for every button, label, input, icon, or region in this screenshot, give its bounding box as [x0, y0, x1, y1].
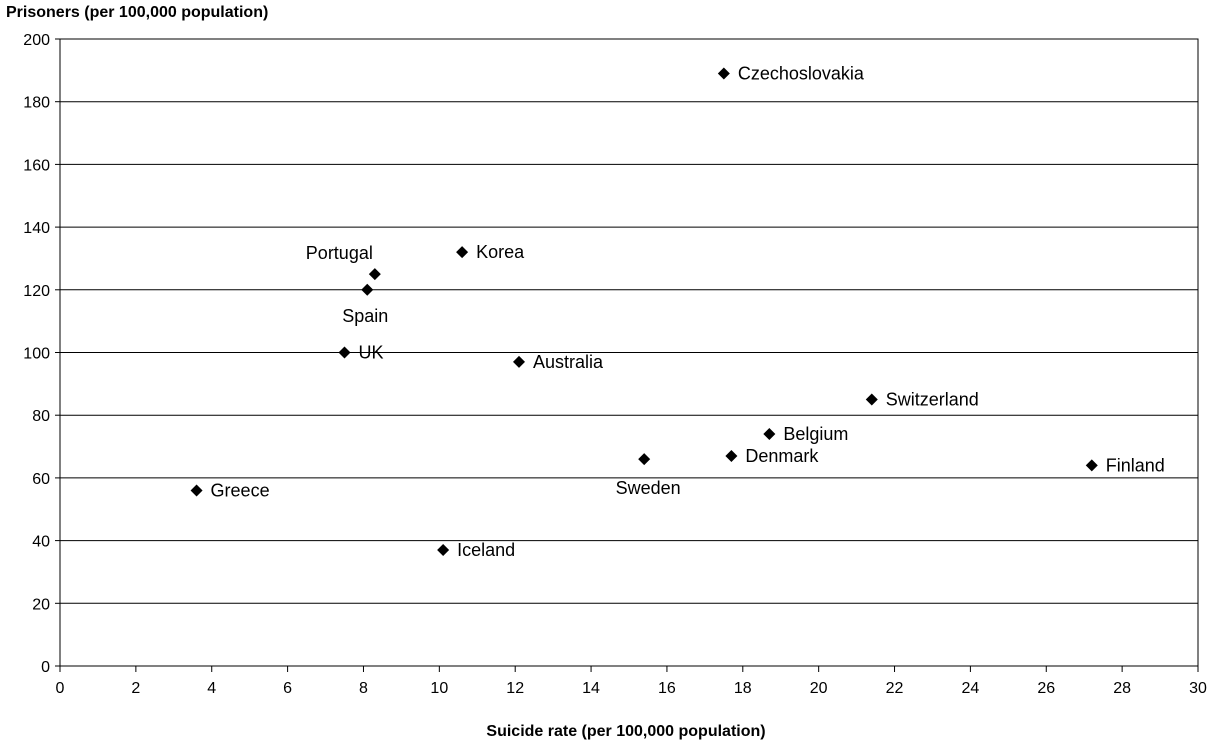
data-point-marker: [456, 246, 469, 259]
x-tick-label: 14: [582, 680, 600, 697]
y-axis-title: Prisoners (per 100,000 population): [6, 4, 269, 21]
x-tick-label: 28: [1113, 680, 1131, 697]
data-point-marker: [437, 544, 450, 557]
x-axis-title: Suicide rate (per 100,000 population): [486, 723, 766, 740]
y-tick-label: 120: [23, 283, 50, 300]
data-point-marker: [725, 449, 738, 462]
data-point-marker: [361, 283, 374, 296]
data-point-marker: [368, 268, 381, 281]
data-points: Czechoslovakia Portugal Korea Spain UK Austra…: [190, 63, 1165, 560]
x-axis: 0 2 4 6 8 10 12 14 16 18 20 22 24 26 28 30: [56, 666, 1207, 697]
x-tick-label: 4: [207, 680, 216, 697]
data-point-marker: [638, 453, 651, 466]
x-tick-label: 0: [56, 680, 65, 697]
data-point-marker: [190, 484, 203, 497]
data-point-label: Belgium: [783, 424, 848, 444]
data-point-label: Iceland: [457, 540, 515, 560]
data-point-label: Australia: [533, 352, 604, 372]
y-tick-label: 140: [23, 220, 50, 237]
y-tick-label: 20: [32, 596, 50, 613]
data-point-marker: [338, 346, 351, 359]
y-tick-label: 80: [32, 408, 50, 425]
x-tick-label: 2: [131, 680, 140, 697]
data-point-label: Sweden: [616, 478, 681, 498]
data-point-label: Finland: [1106, 455, 1165, 475]
y-tick-label: 100: [23, 346, 50, 363]
x-tick-label: 12: [506, 680, 524, 697]
x-tick-label: 22: [886, 680, 904, 697]
y-tick-label: 200: [23, 32, 50, 49]
y-tick-label: 40: [32, 534, 50, 551]
x-tick-label: 18: [734, 680, 752, 697]
y-tick-label: 60: [32, 471, 50, 488]
data-point-marker: [1085, 459, 1098, 472]
data-point-label: Korea: [476, 242, 525, 262]
y-tick-label: 180: [23, 95, 50, 112]
gridlines: [60, 101, 1198, 604]
data-point-label: Denmark: [745, 446, 819, 466]
data-point-label: Czechoslovakia: [738, 63, 865, 83]
y-axis: 0 20 40 60 80 100 120 140 160 180 200: [23, 32, 60, 676]
y-tick-label: 0: [41, 659, 50, 676]
x-tick-label: 8: [359, 680, 368, 697]
x-tick-label: 26: [1037, 680, 1055, 697]
x-tick-label: 16: [658, 680, 676, 697]
x-tick-label: 30: [1189, 680, 1207, 697]
data-point-marker: [865, 393, 878, 406]
data-point-marker: [717, 67, 730, 80]
data-point-label: Spain: [342, 306, 388, 326]
x-tick-label: 6: [283, 680, 292, 697]
data-point-label: Greece: [211, 480, 270, 500]
data-point-label: Switzerland: [886, 390, 979, 410]
data-point-marker: [763, 428, 776, 441]
data-point-label: UK: [359, 343, 384, 363]
y-tick-label: 160: [23, 157, 50, 174]
x-tick-label: 24: [962, 680, 980, 697]
data-point-marker: [512, 355, 525, 368]
data-point-label: Portugal: [306, 243, 373, 263]
x-tick-label: 20: [810, 680, 828, 697]
x-tick-label: 10: [430, 680, 448, 697]
